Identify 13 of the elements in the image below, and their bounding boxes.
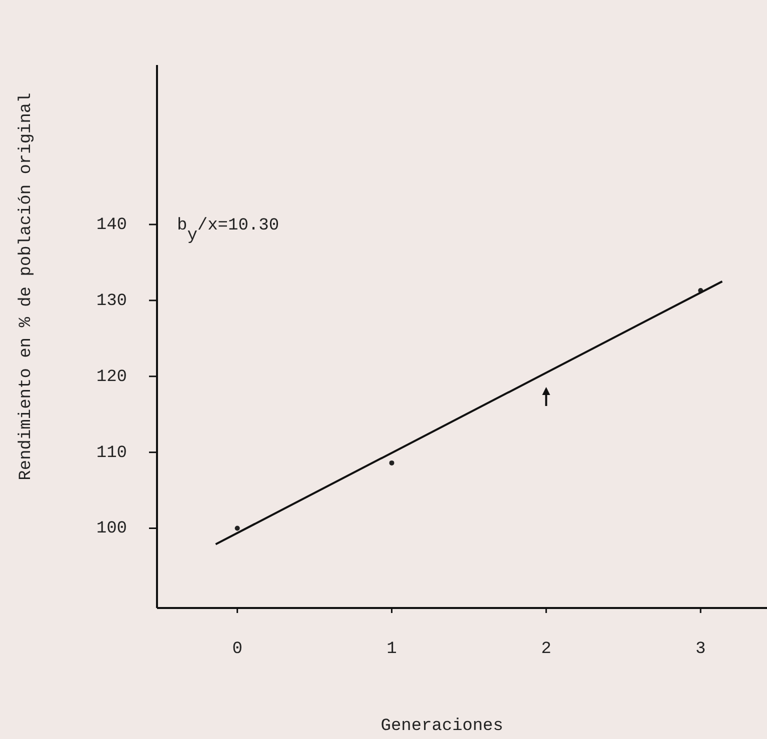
x-tick-label: 2: [541, 640, 552, 659]
y-tick-label: 120: [96, 368, 127, 387]
point: [234, 526, 240, 531]
y-axis-title: Rendimiento en % de población original: [17, 92, 36, 480]
y-tick-label: 140: [96, 216, 127, 235]
x-tick-label: 3: [695, 640, 706, 659]
x-tick-label: 1: [386, 640, 397, 659]
point: [389, 460, 394, 466]
y-tick-label: 100: [96, 520, 127, 539]
x-tick-label: 0: [232, 640, 242, 659]
x-axis-title: Generaciones: [380, 717, 504, 736]
y-tick-label: 110: [96, 444, 127, 463]
y-tick-label: 130: [96, 292, 127, 311]
